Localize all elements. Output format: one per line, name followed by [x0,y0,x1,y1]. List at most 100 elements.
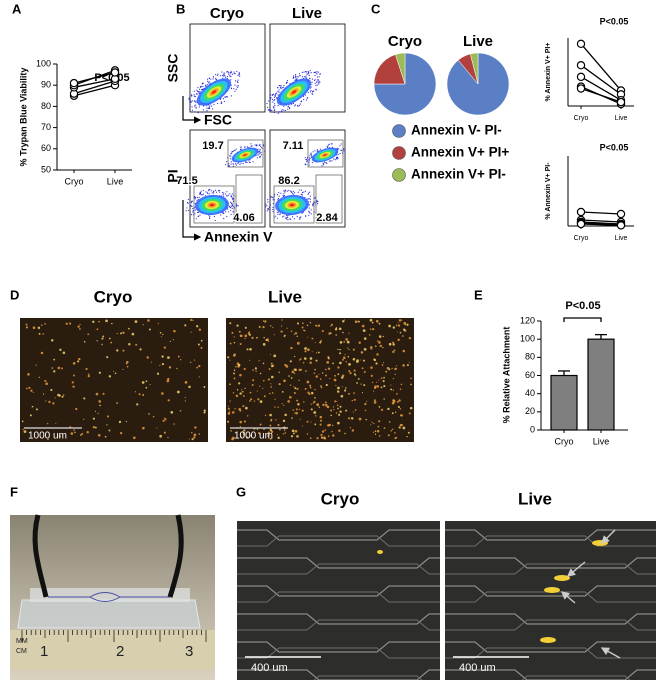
cell-spot [369,346,373,349]
cell-spot [138,393,141,396]
cell-spot [345,361,348,363]
cell-spot [232,392,235,394]
event-dot [189,99,192,101]
cell-spot [361,392,364,394]
cell-spot [167,377,170,381]
event-dot [231,203,233,205]
event-dot [307,91,309,94]
event-dot [314,150,316,152]
event-dot [292,190,294,192]
cell-spot [338,327,342,331]
channel-wall [445,647,656,659]
event-dot [299,189,301,191]
event-dot [202,193,205,195]
event-dot [341,150,343,152]
cell-spot [54,397,56,399]
cell-spot [348,332,350,334]
event-dot [215,78,217,81]
cell-spot [301,326,304,329]
cell-spot [168,366,172,369]
arrow [600,647,621,659]
cell-spot [311,351,313,353]
event-dot [311,155,313,157]
cell-spot [268,340,270,343]
density-level [291,90,297,94]
event-dot [250,143,252,145]
event-dot [240,162,242,164]
cell-spot [320,419,323,422]
cell-spot [398,399,401,402]
cell-spot [258,360,260,362]
cell-spot [163,417,166,420]
channel-wall [237,619,440,631]
event-dot [248,160,250,162]
cell-spot [281,403,283,405]
density-level [243,154,247,156]
cell-spot [361,367,364,370]
cell-spot [21,420,24,423]
event-dot [198,193,201,195]
event-dot [291,192,294,194]
series-line [73,84,116,97]
cell-spot [390,384,392,386]
cell-spot [318,373,320,375]
event-dot [228,211,230,213]
event-dot [297,76,299,78]
cell-spot [382,335,384,338]
event-dot [309,157,311,159]
cell-spot [406,364,409,367]
cell-spot [241,389,243,391]
event-dot [191,200,193,202]
event-dot [266,102,268,105]
event-dot [316,199,318,201]
event-dot [258,144,260,147]
cell-spot [104,435,107,438]
event-dot [190,214,193,216]
event-dot [211,105,213,107]
cell-spot [41,324,43,326]
ruler-label: CM [16,648,27,655]
event-dot [202,189,204,192]
event-dot [277,213,279,215]
channel-wall [237,557,440,569]
cell-spot [332,434,335,437]
cell-spot [296,399,299,402]
event-dot [317,200,319,203]
cell-spot [40,351,44,355]
cell-spot [342,331,344,334]
cell-spot [357,378,360,380]
cell-spot [118,420,122,424]
cell-spot [344,432,346,435]
event-dot [238,72,240,74]
event-dot [312,90,314,92]
event-dot [189,104,191,106]
event-dot [274,105,276,107]
cell-spot [368,334,371,336]
channel-wall [237,669,440,680]
bar [587,338,615,431]
cell-spot [353,392,355,394]
cell-spot [369,328,372,330]
event-dot [237,162,239,165]
event-dot [218,191,221,193]
event-dot [278,111,280,113]
event-dot [235,148,237,150]
event-dot [226,215,228,218]
event-dot [208,189,210,191]
cell-spot [363,384,366,387]
event-dot [230,155,232,157]
event-dot [223,72,225,74]
cell-spot [72,385,75,388]
cell-spot [319,415,323,419]
cell-spot [96,340,98,342]
cell-spot [32,326,36,330]
event-dot [269,211,271,213]
event-dot [299,217,301,219]
event-dot [225,76,227,78]
cell-spot [265,338,268,341]
y-axis-label: % Relative Attachment [501,327,511,424]
event-dot [314,82,316,85]
event-dot [271,109,273,112]
y-tick-label: 70 [41,122,51,132]
event-dot [202,85,204,88]
